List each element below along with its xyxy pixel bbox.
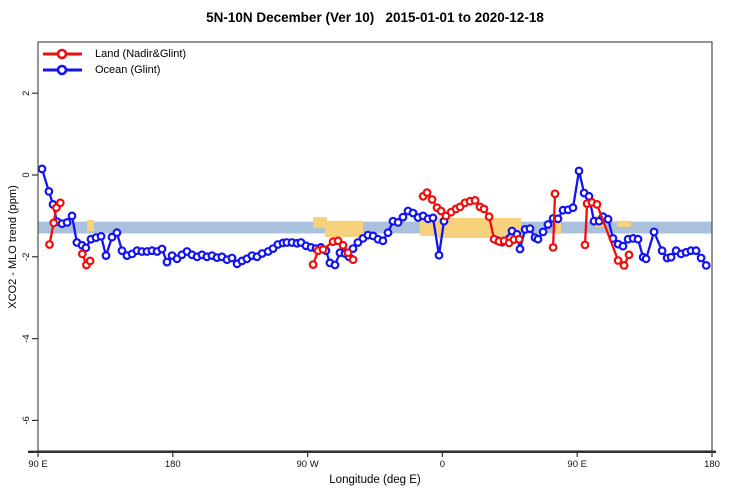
data-point <box>641 254 651 264</box>
data-point <box>378 236 388 246</box>
data-point <box>470 195 480 205</box>
land-mask-patch <box>555 222 562 234</box>
plot-border <box>37 41 713 452</box>
chart-title: 5N-10N December (Ver 10) 2015-01-01 to 2… <box>206 10 544 25</box>
x-tick-label: 180 <box>165 459 181 470</box>
data-point <box>618 241 628 251</box>
data-point <box>701 261 711 270</box>
data-point <box>633 234 643 244</box>
legend-item-ocean: Ocean (Glint) <box>42 62 186 78</box>
data-point <box>434 250 444 260</box>
legend-label-ocean: Ocean (Glint) <box>95 64 161 76</box>
data-point <box>67 211 77 221</box>
data-point <box>428 213 438 223</box>
data-point <box>338 240 348 250</box>
data-point <box>227 253 237 263</box>
legend-label-land: Land (Nadir&Glint) <box>95 48 187 60</box>
land-mask-patch <box>312 217 328 229</box>
data-point <box>548 242 558 252</box>
land-mask-patch <box>86 219 95 232</box>
y-tick-label: -2 <box>21 253 32 261</box>
legend: Land (Nadir&Glint) Ocean (Glint) <box>42 46 186 78</box>
data-point <box>619 261 629 270</box>
data-point <box>157 244 167 254</box>
ocean-series-marker-icon <box>43 64 82 76</box>
land-mask-patch <box>438 217 522 238</box>
y-axis: 2 0 -2 -4 -6 <box>21 91 38 425</box>
data-point <box>343 248 353 258</box>
data-point <box>81 243 91 253</box>
data-point <box>580 240 590 250</box>
data-point <box>37 164 47 174</box>
data-point <box>533 234 543 244</box>
ocean-series <box>37 164 711 270</box>
data-point <box>55 198 65 208</box>
data-point <box>427 195 437 204</box>
data-point <box>592 199 602 209</box>
x-tick-label: 0 <box>440 459 445 470</box>
data-point <box>162 257 172 267</box>
x-axis-title: Longitude (deg E) <box>329 474 421 486</box>
data-point <box>308 260 318 270</box>
land-mask-patch <box>419 220 442 236</box>
data-point <box>514 234 524 244</box>
data-point <box>44 186 54 196</box>
land-series <box>45 188 634 270</box>
highlight-band <box>38 221 712 234</box>
data-point <box>333 236 343 246</box>
data-point <box>436 206 446 216</box>
data-point <box>117 246 127 256</box>
data-point <box>515 244 525 254</box>
x-tick-label: 90 W <box>297 459 319 470</box>
data-point <box>613 256 623 265</box>
data-point <box>62 217 72 227</box>
data-point <box>543 220 553 229</box>
y-tick-label: -6 <box>21 416 32 424</box>
data-point <box>318 244 328 254</box>
data-point <box>96 231 106 241</box>
data-point <box>348 255 358 265</box>
data-point <box>49 218 59 228</box>
data-point <box>538 227 548 237</box>
y-axis-title: XCO2 - MLO trend (ppm) <box>7 185 19 309</box>
data-point <box>383 228 393 238</box>
data-point <box>624 250 634 260</box>
data-point <box>691 246 701 256</box>
land-mask-patch <box>324 220 364 238</box>
data-point <box>330 260 340 270</box>
data-point <box>603 214 613 224</box>
data-point <box>550 189 560 199</box>
data-point <box>574 166 584 176</box>
data-point <box>525 224 535 234</box>
data-point <box>101 251 111 261</box>
data-point <box>484 212 494 222</box>
data-point <box>112 228 122 238</box>
x-tick-label: 90 E <box>28 459 48 470</box>
data-point <box>696 253 706 263</box>
land-mask-patch <box>617 220 631 227</box>
data-point <box>649 227 659 237</box>
y-tick-label: -4 <box>21 334 32 342</box>
data-point <box>553 214 563 224</box>
x-axis: 90 E 180 90 W 0 90 E 180 <box>28 451 720 470</box>
data-point <box>85 256 95 266</box>
data-point <box>77 249 87 259</box>
land-series-marker-icon <box>43 48 82 60</box>
data-point <box>422 188 432 198</box>
y-tick-label: 2 <box>21 91 32 96</box>
x-tick-label: 180 <box>704 459 720 470</box>
y-tick-label: 0 <box>21 172 32 177</box>
data-point <box>666 252 676 262</box>
data-point <box>393 217 403 227</box>
data-point <box>657 246 667 256</box>
data-point <box>45 240 54 249</box>
data-point <box>479 204 489 214</box>
legend-item-land: Land (Nadir&Glint) <box>42 46 186 62</box>
data-point <box>398 212 408 222</box>
data-point <box>568 203 578 213</box>
x-tick-label: 90 E <box>567 459 587 470</box>
